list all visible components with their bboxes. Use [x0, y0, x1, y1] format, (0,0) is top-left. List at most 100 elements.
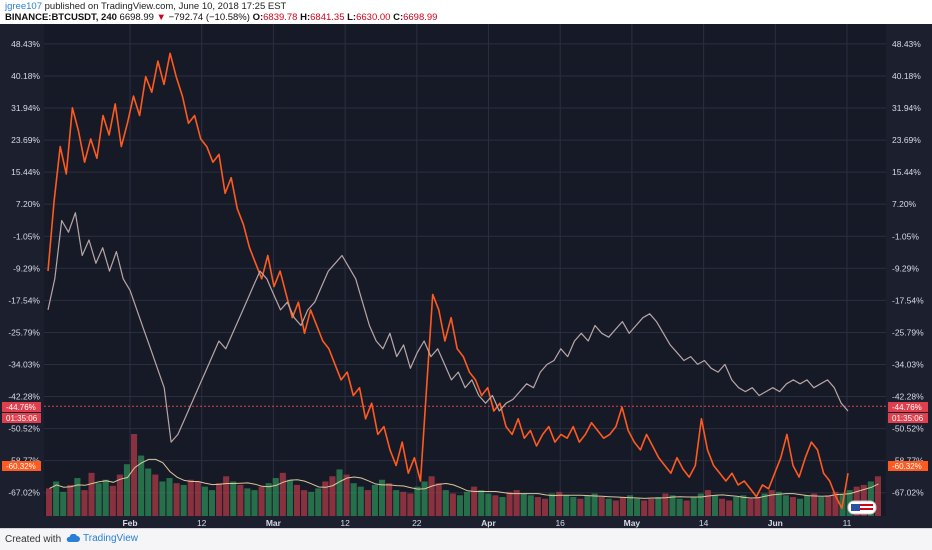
volume-bar — [237, 484, 244, 516]
y-tick-label-right: -17.54% — [892, 295, 924, 305]
y-tick-label-right: -1.05% — [892, 231, 919, 241]
volume-bar — [393, 490, 400, 516]
volume-bar — [60, 491, 67, 516]
volume-bar — [180, 484, 187, 516]
volume-bar — [116, 474, 123, 516]
volume-bar — [194, 481, 201, 516]
volume-bar — [286, 479, 293, 516]
volume-bar — [456, 495, 463, 516]
x-tick-label: 16 — [555, 518, 565, 528]
y-tick-label-left: -67.02% — [8, 488, 40, 498]
x-tick-label: 11 — [843, 518, 852, 528]
y-tick-label-left: -58.77% — [8, 456, 40, 466]
username-link[interactable]: jgree107 — [5, 1, 42, 12]
y-tick-label-left: 31.94% — [11, 103, 40, 113]
volume-bar — [669, 495, 676, 516]
ohlc-line: BINANCE:BTCUSDT, 240 6698.99 ▼ −792.74 (… — [5, 12, 437, 23]
low-label: L: — [347, 12, 357, 23]
volume-bar — [400, 491, 407, 516]
plot-background — [44, 24, 886, 516]
orange-pct-tag-left — [2, 461, 41, 471]
x-tick-label: 22 — [412, 518, 422, 528]
x-tick-label: 12 — [197, 518, 207, 528]
grid-layer — [44, 24, 886, 516]
volume-bar — [768, 490, 775, 516]
volume-bar — [860, 484, 867, 516]
down-arrow-icon: ▼ — [156, 12, 166, 23]
chart-area[interactable]: 48.43% 48.43% 40.18% 40.18% 31.94% 31.94% 23.6… — [0, 24, 932, 528]
volume-bar — [541, 498, 549, 516]
volume-bar — [605, 498, 612, 516]
volume-bar — [626, 495, 634, 516]
volume-bar — [492, 495, 499, 516]
volume-bar — [449, 493, 456, 516]
y-tick-label-right: -9.29% — [892, 263, 919, 273]
volume-bar — [697, 493, 704, 516]
volume-bar — [301, 490, 308, 516]
volume-bar — [563, 495, 570, 516]
countdown-tag-right — [888, 413, 928, 423]
volume-bar — [407, 493, 414, 516]
y-tick-label-left: -42.28% — [8, 392, 40, 402]
volume-bar — [308, 491, 315, 516]
y-tick-label-right: 48.43% — [892, 39, 921, 49]
high-label: H: — [300, 12, 311, 23]
x-tick-label: 14 — [699, 518, 709, 528]
volume-bar — [173, 483, 180, 516]
volume-bar — [279, 472, 286, 516]
volume-bar — [265, 483, 272, 516]
volume-bar — [747, 498, 754, 516]
volume-bar — [634, 498, 641, 516]
volume-bar — [556, 491, 563, 516]
series-layer — [47, 52, 849, 510]
countdown-text-right: 01:35:06 — [892, 414, 924, 423]
volume-bar — [726, 500, 733, 516]
volume-bar — [754, 497, 761, 516]
volume-bar — [867, 481, 874, 516]
y-tick-label-right: -25.79% — [892, 327, 924, 337]
current-pct-text-left: -44.76% — [6, 403, 36, 412]
us-flag-icon[interactable] — [847, 500, 877, 515]
series-line — [47, 52, 849, 510]
low-value: 6630.00 — [356, 12, 391, 23]
volume-bar — [102, 479, 109, 516]
volume-bar — [570, 497, 577, 516]
volume-bar — [293, 484, 301, 516]
volume-bar — [789, 497, 796, 516]
tradingview-logo[interactable]: TradingView — [66, 533, 138, 544]
volume-bar — [464, 491, 471, 516]
y-tick-label-right: -67.02% — [892, 488, 924, 498]
symbol-label: BINANCE:BTCUSDT, 240 — [5, 12, 117, 23]
volume-bar — [832, 491, 839, 516]
volume-bar — [478, 490, 485, 516]
close-label: C: — [393, 12, 404, 23]
volume-bar — [378, 479, 386, 516]
y-axis-layer: 48.43% 48.43% 40.18% 40.18% 31.94% 31.94% 23.6… — [8, 39, 924, 498]
volume-bar — [782, 495, 789, 516]
volume-bar — [258, 486, 265, 516]
price-tags-layer: -44.76% 01:35:06 -60.32% -44.76% 01:35:0… — [2, 402, 928, 515]
volume-bar — [676, 498, 683, 516]
volume-bar — [131, 434, 138, 516]
volume-bar — [499, 497, 506, 516]
y-tick-label-right: 15.44% — [892, 167, 921, 177]
cloud-icon — [66, 534, 80, 542]
current-pct-text-right: -44.76% — [892, 403, 922, 412]
y-tick-label-right: 40.18% — [892, 71, 921, 81]
x-tick-label: 12 — [340, 518, 350, 528]
brand-name: TradingView — [83, 533, 139, 544]
y-tick-label-left: -25.79% — [8, 327, 40, 337]
volume-bar — [123, 464, 131, 516]
high-value: 6841.35 — [310, 12, 345, 23]
volume-bar — [350, 483, 357, 516]
chart-svg[interactable]: 48.43% 48.43% 40.18% 40.18% 31.94% 31.94% 23.6… — [0, 24, 932, 528]
volume-bar — [513, 490, 520, 516]
y-tick-label-left: 7.20% — [16, 199, 41, 209]
volume-bar — [591, 493, 598, 516]
volume-bar — [584, 495, 591, 516]
y-tick-label-right: -50.52% — [892, 424, 924, 434]
volume-bar — [598, 497, 605, 516]
y-tick-label-right: -42.28% — [892, 392, 924, 402]
volume-bar — [336, 469, 343, 516]
volume-bar — [315, 488, 322, 516]
